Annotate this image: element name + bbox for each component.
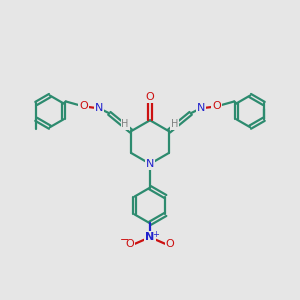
Text: −: − xyxy=(120,235,129,245)
Text: O: O xyxy=(212,101,221,111)
Text: N: N xyxy=(146,232,154,242)
Text: H: H xyxy=(171,119,178,129)
Text: N: N xyxy=(95,103,103,113)
Text: O: O xyxy=(165,239,174,249)
Text: O: O xyxy=(146,92,154,103)
Text: N: N xyxy=(196,103,205,113)
Text: H: H xyxy=(122,119,129,129)
Text: +: + xyxy=(152,230,159,239)
Text: O: O xyxy=(79,101,88,111)
Text: O: O xyxy=(126,239,135,249)
Text: N: N xyxy=(146,159,154,169)
